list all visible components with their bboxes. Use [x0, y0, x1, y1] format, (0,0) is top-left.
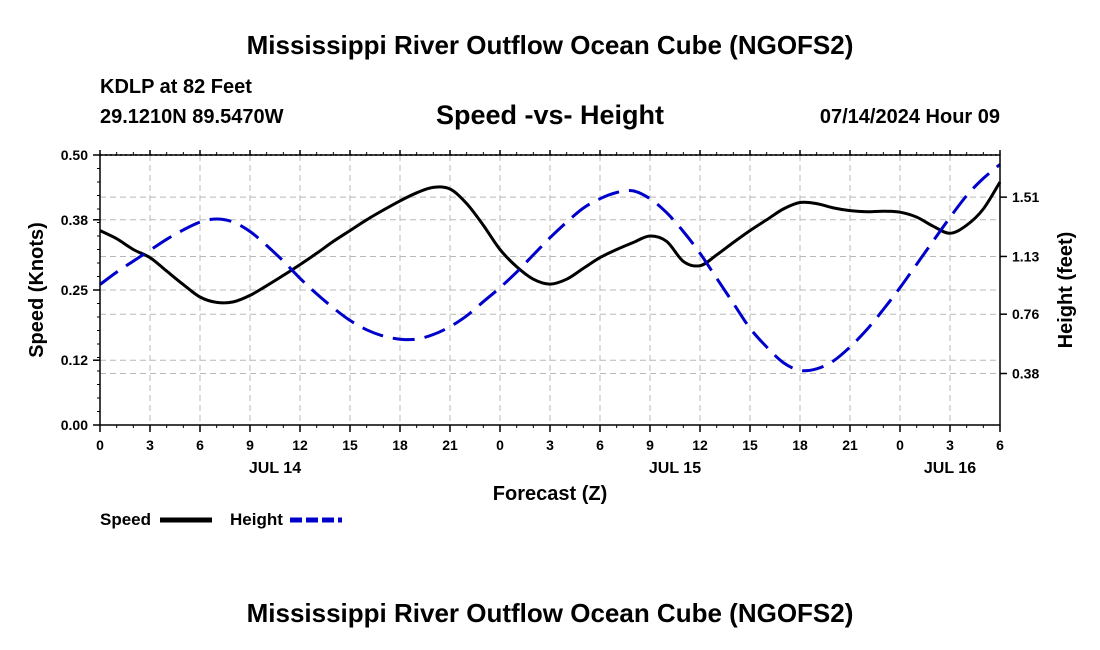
x-tick-label: 9 [246, 437, 254, 453]
right-tick-label: 0.76 [1012, 306, 1039, 322]
grid [100, 154, 1000, 425]
right-tick-label: 1.51 [1012, 189, 1039, 205]
chart-main-title: Mississippi River Outflow Ocean Cube (NG… [246, 30, 854, 60]
station-coordinates: 29.1210N 89.5470W [100, 106, 284, 128]
chart-subtitle: Speed -vs- Height [435, 100, 665, 130]
station-label: KDLP at 82 Feet [100, 76, 252, 98]
legend-label-height: Height [230, 510, 283, 529]
legend-label-speed: Speed [100, 510, 151, 529]
x-axis-title: Forecast (Z) [493, 483, 607, 505]
x-tick-label: 0 [896, 437, 904, 453]
date-label: JUL 16 [924, 460, 976, 477]
x-tick-label: 12 [692, 437, 708, 453]
series-line-height [99, 163, 1001, 373]
left-tick-label: 0.38 [61, 212, 88, 228]
axis-ticks: 0 3 6 9 12 15 18 21 0 3 6 9 12 15 18 21 0 3 6 JUL 14 JUL 15 J… [61, 147, 1040, 477]
x-tick-label: 6 [596, 437, 604, 453]
left-tick-label: 0.25 [61, 282, 88, 298]
x-tick-label: 15 [342, 437, 358, 453]
date-label: JUL 15 [649, 460, 701, 477]
left-tick-label: 0.12 [61, 352, 88, 368]
x-tick-label: 12 [292, 437, 308, 453]
left-tick-label: 0.00 [61, 417, 88, 433]
x-tick-label: 6 [196, 437, 204, 453]
x-tick-label: 3 [546, 437, 554, 453]
right-tick-label: 0.38 [1012, 365, 1039, 381]
x-tick-label: 3 [946, 437, 954, 453]
x-tick-label: 18 [392, 437, 408, 453]
left-axis-title: Speed (Knots) [26, 222, 48, 358]
x-tick-label: 6 [996, 437, 1004, 453]
footer-title: Mississippi River Outflow Ocean Cube (NG… [246, 598, 854, 628]
x-tick-label: 21 [842, 437, 858, 453]
date-label: JUL 14 [249, 460, 301, 477]
x-tick-label: 0 [496, 437, 504, 453]
x-tick-label: 0 [96, 437, 104, 453]
legend: Speed Height [100, 510, 342, 529]
x-tick-label: 18 [792, 437, 808, 453]
right-tick-label: 1.13 [1012, 248, 1039, 264]
series-line-speed [99, 181, 1002, 305]
right-axis-title: Height (feet) [1055, 232, 1077, 349]
x-tick-label: 3 [146, 437, 154, 453]
x-tick-label: 15 [742, 437, 758, 453]
series-layer [99, 163, 1002, 373]
x-tick-label: 21 [442, 437, 458, 453]
forecast-datetime: 07/14/2024 Hour 09 [819, 106, 1000, 128]
left-tick-label: 0.50 [61, 147, 88, 163]
x-tick-label: 9 [646, 437, 654, 453]
